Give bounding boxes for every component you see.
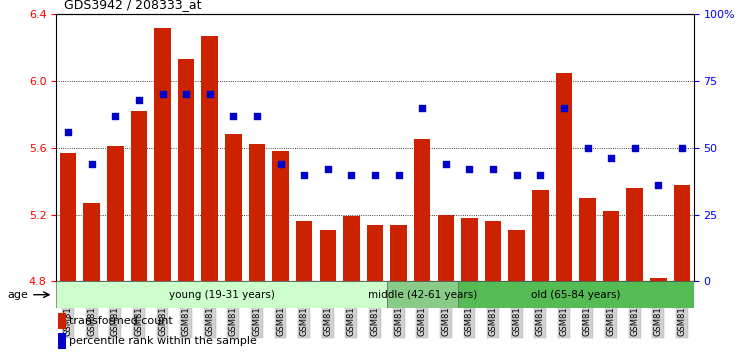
Point: [346, 172, 358, 177]
Bar: [58, 333, 66, 349]
Bar: [320, 230, 336, 281]
Bar: [484, 221, 501, 281]
Point: [274, 161, 286, 167]
Bar: [178, 59, 194, 281]
Point: [298, 172, 310, 177]
Bar: [296, 221, 313, 281]
Bar: [60, 153, 76, 281]
Bar: [674, 184, 690, 281]
Bar: [414, 139, 430, 281]
Point: [62, 129, 74, 135]
Point: [487, 166, 499, 172]
Bar: [626, 188, 643, 281]
Point: [464, 166, 476, 172]
Text: middle (42-61 years): middle (42-61 years): [368, 290, 477, 300]
Bar: [83, 203, 100, 281]
Point: [628, 145, 640, 151]
Bar: [390, 225, 406, 281]
Point: [416, 105, 428, 110]
Bar: [249, 144, 266, 281]
Point: [180, 92, 192, 97]
Point: [440, 161, 452, 167]
Text: old (65-84 years): old (65-84 years): [531, 290, 620, 300]
Bar: [58, 313, 66, 329]
Point: [204, 92, 216, 97]
Bar: [556, 73, 572, 281]
Bar: [56, 281, 387, 308]
Point: [534, 172, 546, 177]
Point: [652, 182, 664, 188]
Bar: [387, 281, 458, 308]
Bar: [225, 135, 242, 281]
Bar: [107, 146, 124, 281]
Point: [558, 105, 570, 110]
Bar: [343, 216, 360, 281]
Text: age: age: [8, 290, 28, 300]
Point: [605, 156, 617, 161]
Point: [157, 92, 169, 97]
Point: [581, 145, 593, 151]
Bar: [603, 211, 619, 281]
Bar: [154, 28, 171, 281]
Point: [322, 166, 334, 172]
Point: [392, 172, 404, 177]
Text: GDS3942 / 208333_at: GDS3942 / 208333_at: [64, 0, 201, 11]
Point: [676, 145, 688, 151]
Bar: [458, 281, 694, 308]
Bar: [202, 36, 218, 281]
Bar: [130, 111, 147, 281]
Bar: [461, 218, 478, 281]
Bar: [437, 215, 454, 281]
Text: young (19-31 years): young (19-31 years): [169, 290, 274, 300]
Bar: [650, 278, 667, 281]
Point: [369, 172, 381, 177]
Point: [133, 97, 145, 103]
Text: percentile rank within the sample: percentile rank within the sample: [69, 336, 256, 346]
Bar: [579, 198, 596, 281]
Bar: [509, 230, 525, 281]
Point: [251, 113, 263, 119]
Bar: [367, 225, 383, 281]
Text: transformed count: transformed count: [69, 316, 172, 326]
Point: [110, 113, 122, 119]
Bar: [272, 151, 289, 281]
Bar: [532, 189, 548, 281]
Point: [511, 172, 523, 177]
Point: [227, 113, 239, 119]
Point: [86, 161, 98, 167]
